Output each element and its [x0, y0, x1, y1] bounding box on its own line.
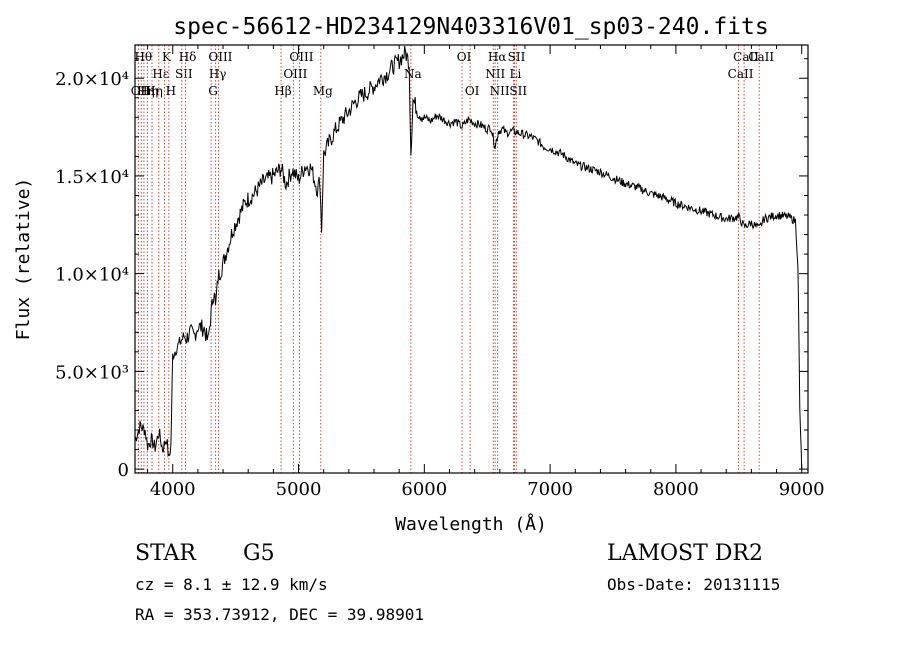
spectral-line-label: Hδ	[179, 50, 197, 64]
spectral-line-label: OIII	[289, 50, 313, 64]
y-axis-label: Flux (relative)	[13, 178, 34, 341]
spectral-line-label: OI	[465, 84, 480, 98]
spectral-line-label: SII	[509, 84, 527, 98]
spectral-line-label: CaII	[733, 50, 759, 64]
survey-name: LAMOST DR2	[607, 541, 763, 566]
spectral-line-label: Hη	[140, 84, 158, 98]
y-axis: 0 5.0×10³ 1.0×10⁴ 1.5×10⁴ 2.0×10⁴	[55, 58, 808, 481]
spectral-line-label: Hγ	[209, 67, 227, 81]
x-tick-label: 8000	[653, 479, 699, 500]
x-axis: 4000 5000 6000 7000 8000 9000	[147, 45, 825, 500]
spectral-line-label: Hε	[152, 67, 169, 81]
spectral-line-label: NII	[490, 84, 510, 98]
y-tick-label: 1.5×10⁴	[55, 167, 129, 188]
spectral-line-label: OIII	[208, 50, 232, 64]
spectrum-line	[134, 45, 803, 470]
spectral-line-label: Hη	[145, 84, 163, 98]
y-tick-label: 1.0×10⁴	[55, 265, 129, 286]
chart-title: spec-56612-HD234129N403316V01_sp03-240.f…	[173, 14, 768, 40]
x-axis-label: Wavelength (Å)	[395, 513, 547, 535]
y-tick-label: 5.0×10³	[55, 362, 129, 383]
x-tick-label: 6000	[401, 479, 447, 500]
spectral-line-markers: OIIHθHηHηHηHεKHSIIHδGHγOIIIHβOIIIOIIIMgN…	[131, 45, 774, 473]
spectral-line-label: Mg	[313, 84, 333, 98]
y-tick-label: 0	[118, 460, 129, 481]
subclass: G5	[243, 541, 275, 566]
x-tick-label: 9000	[779, 479, 825, 500]
spectral-line-label: SII	[175, 67, 193, 81]
x-tick-label: 5000	[276, 479, 322, 500]
obs-date: Obs-Date: 20131115	[607, 575, 780, 594]
spectral-line-label: K	[162, 50, 172, 64]
object-class: STAR	[135, 541, 197, 566]
spectral-line-label: Hθ	[134, 50, 152, 64]
spectral-line-label: OII	[131, 84, 151, 98]
spectral-line-label: G	[208, 84, 218, 98]
spectral-line-label: Li	[509, 67, 521, 81]
spectral-line-label: CaII	[728, 67, 754, 81]
redshift-text: cz = 8.1 ± 12.9 km/s	[135, 575, 328, 594]
coordinates-text: RA = 353.73912, DEC = 39.98901	[135, 605, 424, 624]
y-tick-label: 2.0×10⁴	[55, 69, 129, 90]
spectral-line-label: Hη	[137, 84, 155, 98]
spectral-line-label: CaII	[748, 50, 774, 64]
spectral-line-label: OI	[457, 50, 472, 64]
spectrum-series	[134, 45, 803, 470]
plot-frame	[134, 44, 809, 474]
x-tick-label: 7000	[527, 479, 573, 500]
spectral-line-label: Na	[404, 67, 422, 81]
spectral-line-label: Hβ	[274, 84, 291, 98]
x-tick-label: 4000	[150, 479, 196, 500]
spectral-line-label: OIII	[283, 67, 307, 81]
spectral-line-label: Hα	[488, 50, 507, 64]
spectral-line-label: H	[166, 84, 176, 98]
